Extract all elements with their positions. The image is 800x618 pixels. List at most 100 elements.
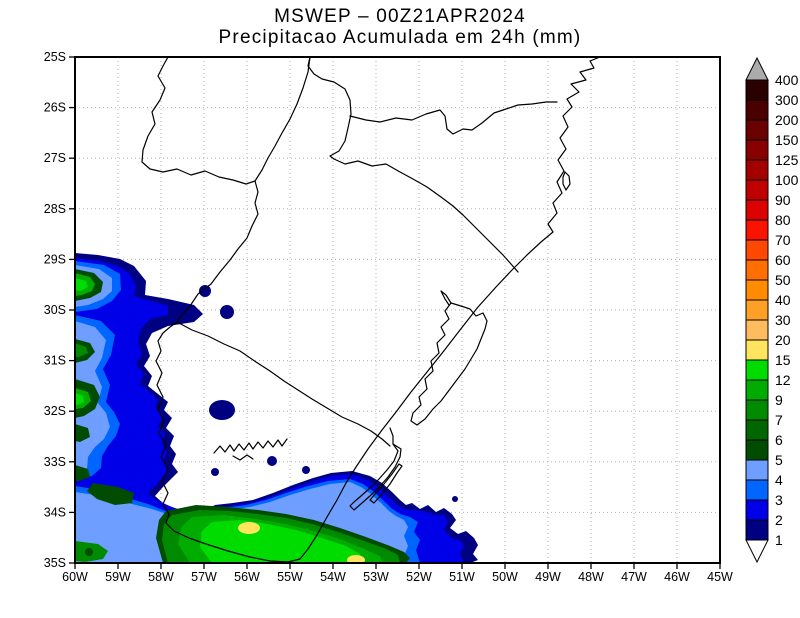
colorbar-over-triangle [745, 56, 769, 81]
colorbar-segment [745, 479, 769, 501]
pr-sc-state-border [349, 101, 558, 135]
precip-max-yellow [347, 555, 365, 563]
colorbar-label: 30 [775, 312, 791, 328]
colorbar-label: 60 [775, 252, 791, 268]
colorbar: 4003002001501251009080706050403020151297… [745, 56, 799, 564]
precip-contour [75, 465, 90, 481]
colorbar-label: 125 [775, 152, 799, 168]
brazil-uruguay-border [176, 321, 391, 447]
sao-goncalo-channel [389, 427, 394, 445]
colorbar-label: 1 [775, 532, 783, 548]
colorbar-label: 3 [775, 492, 783, 508]
colorbar-label: 4 [775, 472, 783, 488]
colorbar-label: 40 [775, 292, 791, 308]
precip-contour [75, 343, 88, 357]
colorbar-label: 70 [775, 232, 791, 248]
colorbar-label: 90 [775, 192, 791, 208]
lon-tick-label: 47W [621, 570, 647, 584]
lon-tick-label: 60W [62, 570, 88, 584]
colorbar-label: 200 [775, 112, 799, 128]
lon-tick-label: 45W [707, 570, 733, 584]
precip-contour [85, 548, 93, 556]
colorbar-segment [745, 319, 769, 341]
precip-max-yellow [238, 522, 260, 534]
lon-tick-label: 55W [277, 570, 303, 584]
lat-tick-label: 30S [44, 303, 66, 317]
lagoa-mangueira [369, 463, 403, 504]
lat-tick-label: 34S [44, 505, 66, 519]
florianopolis-island [562, 171, 571, 191]
colorbar-segment [745, 499, 769, 521]
precip-speck [209, 400, 235, 420]
colorbar-segment [745, 199, 769, 221]
colorbar-label: 2 [775, 512, 783, 528]
lat-tick-label: 27S [44, 151, 66, 165]
colorbar-segment [745, 239, 769, 261]
lon-tick-label: 49W [535, 570, 561, 584]
colorbar-label: 5 [775, 452, 783, 468]
colorbar-label: 100 [775, 172, 799, 188]
lat-tick-label: 29S [44, 252, 66, 266]
coastline-and-uruguay-river [155, 57, 601, 563]
precip-contour [75, 253, 478, 563]
figure-title: MSWEP – 00Z21APR2024 [274, 6, 526, 27]
lon-tick-label: 56W [234, 570, 260, 584]
precip-field [75, 253, 478, 563]
colorbar-segment [745, 79, 769, 101]
rio-negro-branch [232, 454, 254, 461]
lon-tick-label: 53W [363, 570, 389, 584]
parana-paraguay-river-border [141, 57, 311, 185]
colorbar-segment [745, 439, 769, 461]
figure-subtitle: Precipitacao Acumulada em 24h (mm) [219, 27, 582, 48]
colorbar-segment [745, 519, 769, 541]
colorbar-under-triangle [745, 539, 769, 564]
colorbar-label: 6 [775, 432, 783, 448]
precip-speck [452, 496, 458, 502]
precip-contour [75, 278, 88, 291]
colorbar-segment [745, 379, 769, 401]
lon-tick-label: 59W [105, 570, 131, 584]
colorbar-segment [745, 159, 769, 181]
lon-tick-label: 57W [191, 570, 217, 584]
precip-contour [75, 393, 84, 405]
rio-negro-reservoir [213, 438, 288, 454]
sc-rs-state-border [333, 158, 519, 273]
colorbar-label: 300 [775, 92, 799, 108]
colorbar-label: 400 [775, 72, 799, 88]
colorbar-segment [745, 459, 769, 481]
precip-contour [75, 424, 90, 442]
colorbar-segment [745, 339, 769, 361]
lon-tick-label: 48W [578, 570, 604, 584]
precip-contour [87, 483, 134, 505]
lat-tick-label: 33S [44, 455, 66, 469]
axis-ticks [69, 56, 721, 569]
misiones-east-border [307, 57, 352, 160]
colorbar-label: 7 [775, 412, 783, 428]
colorbar-label: 9 [775, 392, 783, 408]
colorbar-segment [745, 179, 769, 201]
lon-tick-label: 58W [148, 570, 174, 584]
lat-tick-label: 32S [44, 404, 66, 418]
colorbar-segment [745, 359, 769, 381]
precip-speck [267, 456, 277, 466]
lagoa-mirim [349, 443, 402, 511]
lat-tick-label: 25S [44, 50, 66, 64]
map-outlines [141, 57, 601, 563]
lagoa-dos-patos [410, 302, 488, 426]
lon-tick-label: 51W [449, 570, 475, 584]
colorbar-segment [745, 419, 769, 441]
colorbar-segment [745, 139, 769, 161]
guaiba-inlet [440, 290, 452, 306]
colorbar-segment [745, 119, 769, 141]
colorbar-label: 15 [775, 352, 791, 368]
precip-speck [220, 305, 234, 319]
colorbar-label: 150 [775, 132, 799, 148]
colorbar-segment [745, 399, 769, 421]
colorbar-label: 50 [775, 272, 791, 288]
axis-labels: 60W 59W 58W 57W 56W 55W 54W 53W 52W 51W 50W 49W 48W 4… [44, 50, 733, 584]
colorbar-label: 20 [775, 332, 791, 348]
colorbar-label: 80 [775, 212, 791, 228]
colorbar-segment [745, 219, 769, 241]
